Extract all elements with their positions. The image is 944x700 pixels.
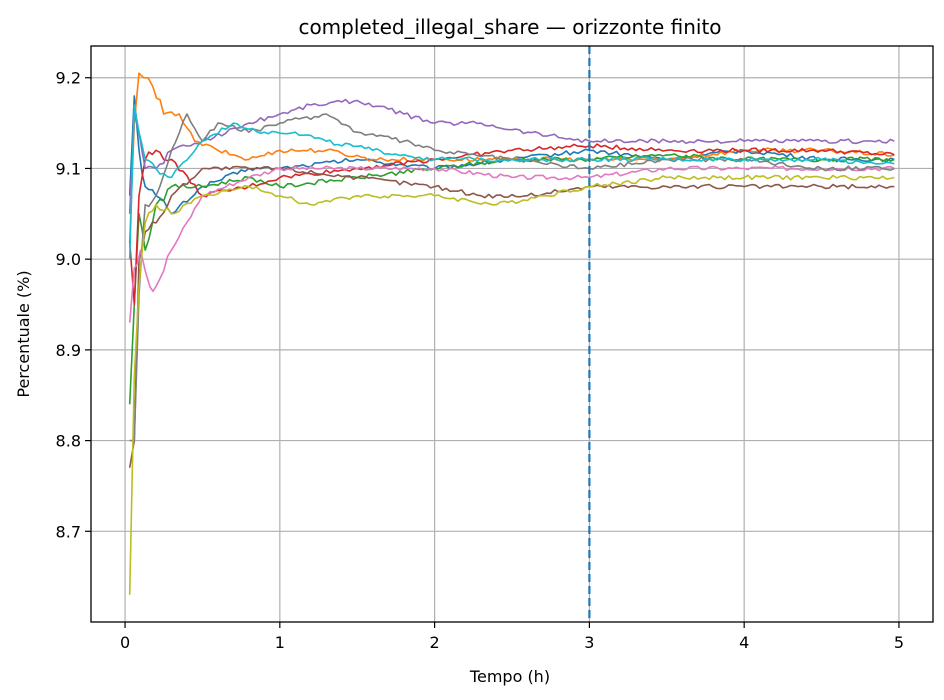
series-line-4 (128, 143, 895, 306)
y-axis-label: Percentuale (%) (14, 270, 33, 397)
y-tick-label: 8.7 (56, 522, 81, 541)
y-axis: 8.7 8.8 8.9 9.0 9.1 9.2 (56, 69, 91, 541)
x-axis-label: Tempo (h) (469, 667, 550, 686)
series-line-10 (128, 104, 895, 260)
x-tick-label: 4 (739, 633, 749, 652)
y-tick-label: 9.1 (56, 159, 81, 178)
y-tick-label: 9.0 (56, 250, 81, 269)
y-tick-label: 9.2 (56, 69, 81, 88)
x-tick-label: 2 (430, 633, 440, 652)
y-tick-label: 8.8 (56, 432, 81, 451)
chart-title: completed_illegal_share — orizzonte fini… (298, 15, 721, 39)
series-group (128, 72, 895, 595)
y-tick-label: 8.9 (56, 341, 81, 360)
series-line-2 (128, 72, 895, 242)
plot-frame (90, 45, 934, 623)
series-line-6 (128, 165, 895, 468)
series-line-9 (128, 174, 895, 595)
x-tick-label: 3 (584, 633, 594, 652)
x-tick-label: 1 (275, 633, 285, 652)
x-tick-label: 0 (120, 633, 130, 652)
series-line-7 (128, 165, 895, 323)
x-tick-label: 5 (894, 633, 904, 652)
series-line-5 (128, 98, 895, 214)
x-axis: 0 1 2 3 4 5 (120, 622, 904, 652)
